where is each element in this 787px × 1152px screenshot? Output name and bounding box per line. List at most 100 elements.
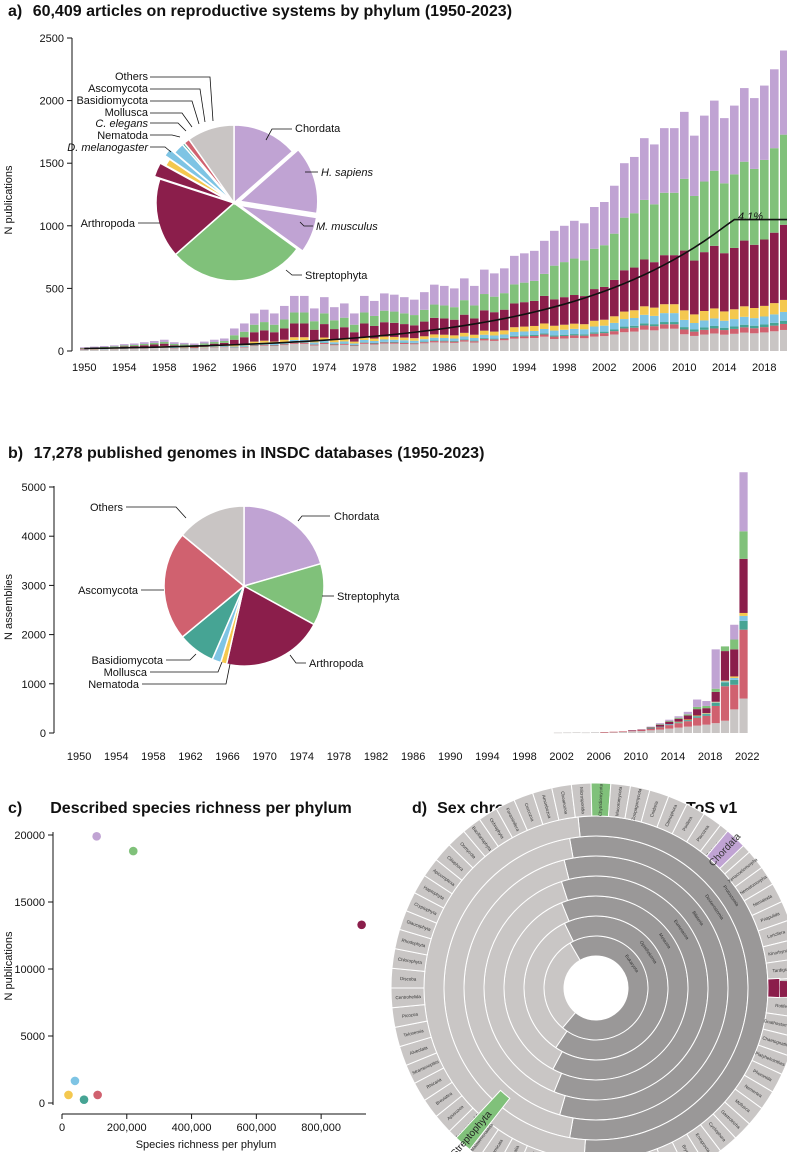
bar-a-2016-basidiomycota bbox=[740, 324, 749, 328]
bar-a-2000-arthropoda bbox=[580, 296, 589, 325]
bar-a-1992-arthropoda bbox=[500, 309, 509, 331]
bar-a-2006-chordata bbox=[640, 138, 649, 200]
bar-a-1983-mollusca bbox=[410, 340, 419, 343]
bar-a-1972-nematoda bbox=[300, 337, 309, 340]
panel-a-x-tick-label: 1958 bbox=[152, 362, 176, 374]
bar-b-2014-ascomycota bbox=[655, 727, 665, 730]
bar-a-1966-streptophyta bbox=[240, 331, 249, 338]
sunburst-segment-label: Chlorophyta bbox=[398, 957, 423, 966]
panel-b-x-tick-label: 1990 bbox=[438, 751, 462, 763]
leader-others bbox=[150, 76, 214, 122]
pie-b-label-basidiomycota: Basidiomycota bbox=[91, 655, 163, 667]
bar-a-1985-basidiomycota bbox=[430, 340, 439, 342]
bar-a-1978-arthropoda bbox=[360, 323, 369, 338]
bar-a-2010-others bbox=[680, 334, 689, 351]
leader-b-chordata bbox=[297, 515, 330, 522]
bar-b-2018-ascomycota bbox=[693, 717, 702, 726]
bar-a-1997-basidiomycota bbox=[550, 335, 559, 337]
leader-c-elegans bbox=[150, 122, 187, 132]
bar-a-1980-mollusca bbox=[380, 339, 389, 342]
pie-a-label-chordata: Chordata bbox=[295, 123, 341, 135]
bar-a-2014-nematoda bbox=[720, 311, 729, 321]
bar-a-1973-chordata bbox=[310, 308, 319, 322]
panel-c-x-tick-label: 200,000 bbox=[107, 1122, 147, 1134]
bar-a-1955-chordata bbox=[130, 343, 139, 345]
bar-a-1992-nematoda bbox=[500, 330, 509, 335]
panel-b-x-tick-label: 1950 bbox=[67, 751, 91, 763]
bar-a-1987-mollusca bbox=[450, 338, 459, 341]
bar-a-1952-streptophyta bbox=[100, 346, 109, 348]
bar-a-1974-streptophyta bbox=[320, 313, 329, 325]
bar-a-1986-others bbox=[440, 342, 449, 351]
panel-a-x-tick-label: 1978 bbox=[352, 362, 376, 374]
bar-a-2010-chordata bbox=[680, 111, 689, 179]
bar-a-1971-streptophyta bbox=[290, 312, 299, 324]
pie-b-label-streptophyta: Streptophyta bbox=[337, 591, 400, 603]
bar-a-1953-streptophyta bbox=[110, 346, 119, 348]
bar-a-1989-others bbox=[470, 342, 479, 351]
bar-a-1981-ascomycota bbox=[390, 342, 399, 344]
bar-a-2001-nematoda bbox=[590, 320, 599, 327]
sunburst-arthropoda-protrusion bbox=[780, 981, 787, 997]
bar-a-2010-basidiomycota bbox=[680, 327, 689, 330]
panel-a-x-tick-label: 1974 bbox=[312, 362, 336, 374]
bar-a-1967-nematoda bbox=[250, 341, 259, 344]
panel-c-x-tick-label: 0 bbox=[59, 1122, 65, 1134]
bar-a-1955-streptophyta bbox=[130, 344, 139, 347]
panel-a-y-tick-label: 500 bbox=[46, 283, 64, 295]
point-mollusca bbox=[70, 1076, 80, 1086]
bar-a-2012-mollusca bbox=[700, 320, 709, 328]
bar-a-1985-others bbox=[430, 342, 439, 351]
bar-b-2009-ascomycota bbox=[609, 731, 618, 733]
bar-a-1993-streptophyta bbox=[510, 284, 519, 304]
sunburst-segment-label: Mucoromycota bbox=[614, 786, 623, 816]
bar-a-1993-nematoda bbox=[510, 327, 519, 332]
bar-a-1995-ascomycota bbox=[530, 335, 539, 338]
bar-a-1997-others bbox=[550, 338, 559, 351]
bar-b-2023-others bbox=[739, 698, 748, 733]
bar-a-1975-ascomycota bbox=[330, 344, 339, 346]
panel-a-y-tick-label: 2500 bbox=[40, 33, 64, 45]
bar-a-1970-streptophyta bbox=[280, 319, 289, 329]
bar-a-1988-nematoda bbox=[460, 332, 469, 337]
bar-a-1957-chordata bbox=[150, 340, 159, 343]
bar-a-1998-nematoda bbox=[560, 324, 569, 330]
panel-c-x-ticks: 0 200,000 400,000 600,000 800,000 bbox=[59, 1114, 341, 1134]
bar-a-1981-chordata bbox=[390, 294, 399, 312]
bar-a-1962-others bbox=[200, 348, 209, 351]
panel-a-trend-line bbox=[84, 218, 787, 350]
bar-a-1981-arthropoda bbox=[390, 322, 399, 337]
panel-b-y-tick-label: 3000 bbox=[22, 580, 46, 592]
bar-a-2008-basidiomycota bbox=[660, 322, 669, 325]
bar-a-2020-arthropoda bbox=[780, 224, 787, 300]
bar-a-1993-ascomycota bbox=[510, 336, 519, 339]
bar-a-1999-nematoda bbox=[570, 323, 579, 329]
bar-a-2010-ascomycota bbox=[680, 329, 689, 335]
sunburst-segment-centrohelida bbox=[390, 987, 426, 1009]
panel-c-title: c) Described species richness per phylum bbox=[8, 800, 352, 817]
bar-a-2012-chordata bbox=[700, 115, 709, 182]
bar-a-1965-mollusca bbox=[230, 346, 239, 348]
bar-a-2007-nematoda bbox=[650, 307, 659, 316]
bar-b-2015-ascomycota bbox=[665, 725, 674, 729]
pie-a-label-mollusca: Mollusca bbox=[105, 107, 149, 119]
bar-a-2006-arthropoda bbox=[640, 259, 649, 307]
bar-a-2015-arthropoda bbox=[730, 247, 739, 310]
bar-a-1982-nematoda bbox=[400, 337, 409, 341]
bar-a-1984-nematoda bbox=[420, 336, 429, 340]
pie-a-slice-arthropoda bbox=[155, 177, 236, 256]
bar-a-2000-streptophyta bbox=[580, 260, 589, 297]
bar-a-1981-nematoda bbox=[390, 336, 399, 340]
bar-a-2012-others bbox=[700, 334, 709, 351]
bar-a-2000-nematoda bbox=[580, 324, 589, 330]
pie-b-slice-chordata bbox=[243, 505, 322, 587]
bar-b-2018-mollusca bbox=[693, 715, 702, 717]
leader-chordata bbox=[265, 128, 292, 141]
bar-a-2004-ascomycota bbox=[620, 328, 629, 333]
bar-a-2015-nematoda bbox=[730, 309, 739, 320]
bar-a-2006-mollusca bbox=[640, 314, 649, 324]
bar-a-1977-streptophyta bbox=[350, 324, 359, 333]
bar-a-2020-nematoda bbox=[780, 299, 787, 312]
panel-c-y-tick-label: 15000 bbox=[14, 897, 45, 909]
bar-a-1999-others bbox=[570, 337, 579, 351]
